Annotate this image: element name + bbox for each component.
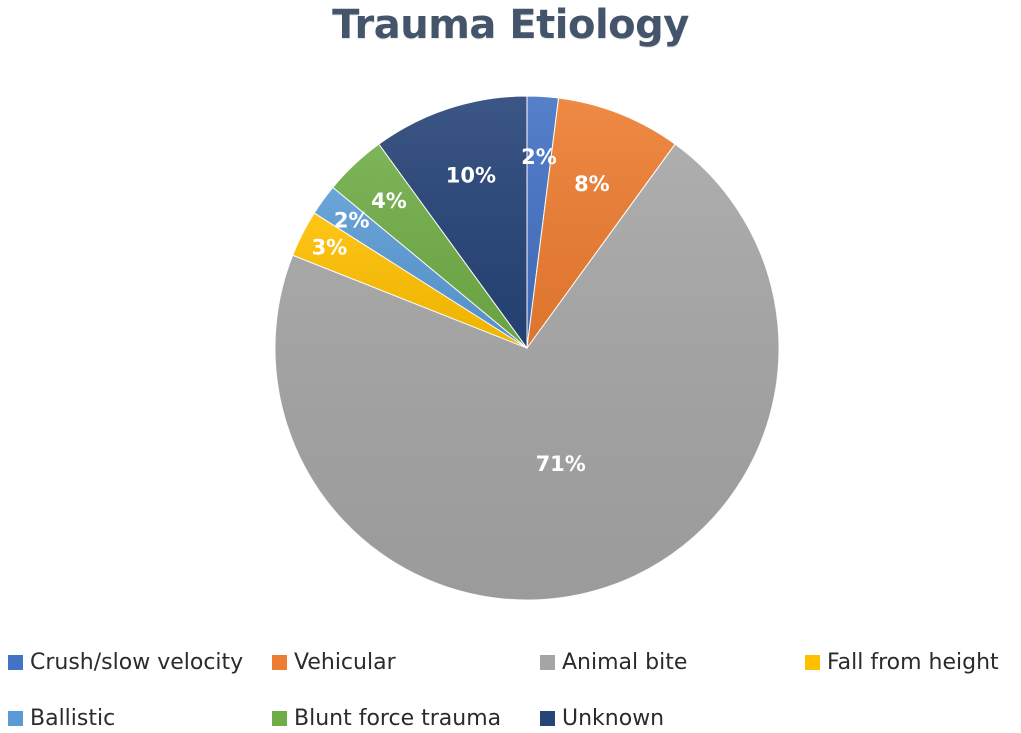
legend-label: Unknown xyxy=(562,706,665,731)
legend-item-vehicular: Vehicular xyxy=(272,650,396,675)
data-label-ballistic: 2% xyxy=(334,209,370,233)
legend-swatch xyxy=(272,655,287,670)
pie-slice-shading xyxy=(275,144,780,601)
legend-item-ballistic: Ballistic xyxy=(8,706,115,731)
data-label-blunt-force-trauma: 4% xyxy=(371,189,407,213)
data-label-fall-from-height: 3% xyxy=(312,235,348,259)
legend-swatch xyxy=(272,711,287,726)
pie-slice-shading xyxy=(292,212,527,348)
legend-item-crush-slow-velocity: Crush/slow velocity xyxy=(8,650,243,675)
pie-slice-shading xyxy=(527,97,676,349)
data-label-animal-bite: 71% xyxy=(536,452,586,476)
legend-swatch xyxy=(540,711,555,726)
legend-swatch xyxy=(540,655,555,670)
pie-data-labels: 2%8%71%3%2%4%10% xyxy=(312,145,610,476)
legend-item-blunt-force-trauma: Blunt force trauma xyxy=(272,706,501,731)
legend-label: Ballistic xyxy=(30,706,116,731)
legend-item-animal-bite: Animal bite xyxy=(540,650,687,675)
pie-slice-shading xyxy=(332,144,527,348)
legend-label: Fall from height xyxy=(827,650,999,675)
legend-swatch xyxy=(805,655,820,670)
legend-item-unknown: Unknown xyxy=(540,706,664,731)
legend-label: Blunt force trauma xyxy=(294,706,502,731)
pie-slices xyxy=(274,95,780,601)
chart-title: Trauma Etiology xyxy=(332,2,689,48)
data-label-vehicular: 8% xyxy=(574,172,610,196)
pie-slice-shading xyxy=(378,96,527,348)
legend-label: Animal bite xyxy=(562,650,688,675)
data-label-crush-slow-velocity: 2% xyxy=(521,145,557,169)
legend-swatch xyxy=(8,655,23,670)
data-label-unknown: 10% xyxy=(446,163,496,187)
legend-label: Crush/slow velocity xyxy=(30,650,244,675)
legend-label: Vehicular xyxy=(294,650,396,675)
legend-swatch xyxy=(8,711,23,726)
pie-slice-shading xyxy=(314,187,527,348)
legend-item-fall-from-height: Fall from height xyxy=(805,650,999,675)
